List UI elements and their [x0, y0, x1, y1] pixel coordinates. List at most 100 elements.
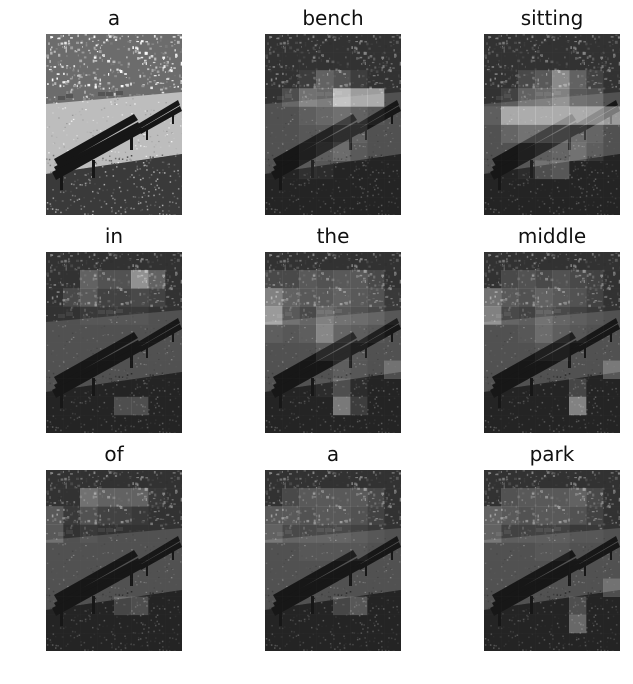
attention-cell: [484, 561, 501, 579]
attention-cell: [299, 506, 317, 525]
attention-cell: [484, 397, 501, 415]
attention-cell: [518, 197, 535, 215]
attention-cell: [333, 34, 350, 52]
attention-cell: [384, 561, 401, 579]
attention-cell: [350, 270, 368, 289]
attention-overlay-image: [484, 252, 620, 433]
attention-cell: [316, 488, 334, 507]
attention-cell: [384, 270, 401, 288]
attention-cell: [484, 488, 501, 506]
attention-cell: [552, 379, 569, 397]
attention-cell: [569, 124, 587, 143]
attention-cell: [535, 306, 553, 325]
attention-cell: [97, 343, 114, 361]
attention-cell: [501, 161, 518, 179]
attention-cell: [148, 306, 165, 324]
attention-cell: [569, 288, 587, 307]
attention-cell: [350, 70, 368, 89]
attention-cell: [501, 506, 519, 525]
attention-cell: [586, 379, 603, 397]
attention-cell: [97, 379, 114, 397]
attention-cell: [518, 379, 535, 397]
attention-cell: [484, 179, 501, 197]
attention-cell: [367, 597, 384, 615]
attention-cell: [569, 542, 586, 560]
attention-cell: [367, 306, 385, 325]
attention-cell: [148, 361, 165, 379]
attention-cell: [367, 524, 385, 543]
attention-cell: [114, 633, 131, 651]
attention-cell: [384, 70, 401, 88]
attention-cell: [316, 397, 333, 415]
attention-cell: [316, 579, 333, 597]
attention-cell: [603, 360, 620, 379]
attention-cell: [282, 343, 299, 361]
attention-cell: [552, 160, 570, 180]
attention-cell: [384, 179, 401, 197]
attention-cell: [165, 470, 182, 488]
attention-cell: [569, 70, 587, 89]
attention-cell: [299, 160, 317, 180]
attention-cell: [333, 633, 350, 651]
attention-cell: [484, 579, 501, 597]
attention-cell: [603, 143, 620, 161]
attention-cell: [535, 106, 553, 125]
attention-cell: [535, 88, 553, 107]
attention-cell: [165, 597, 182, 615]
attention-cell: [97, 397, 114, 415]
attention-cell: [552, 342, 570, 361]
attention-cell: [165, 306, 182, 324]
attention-cell: [367, 361, 384, 379]
attention-cell: [265, 415, 282, 433]
attention-cell: [586, 361, 603, 379]
attention-cell: [131, 470, 148, 488]
attention-cell: [552, 197, 569, 215]
attention-cell: [501, 488, 519, 507]
attention-cell: [501, 179, 518, 197]
attention-cell: [316, 124, 334, 143]
attention-cell: [518, 343, 535, 361]
attention-cell: [282, 143, 299, 161]
attention-cell: [333, 579, 350, 597]
attention-cell: [586, 488, 604, 507]
attention-cell: [569, 361, 586, 379]
attention-cell: [299, 561, 316, 579]
attention-cell: [131, 361, 148, 379]
attention-cell: [46, 579, 63, 597]
attention-cell: [367, 143, 384, 161]
attention-cell: [63, 252, 80, 270]
attention-cell: [367, 542, 384, 560]
scene-svg: [265, 470, 401, 651]
attention-cell: [265, 633, 282, 651]
attention-cell: [282, 52, 299, 70]
attention-cell: [46, 397, 63, 415]
attention-cell: [501, 270, 519, 289]
attention-cell: [316, 34, 333, 52]
attention-cell: [265, 324, 283, 343]
attention-cell: [501, 88, 519, 107]
attention-cell: [603, 125, 620, 143]
attention-cell: [131, 579, 148, 597]
attention-cell: [316, 88, 334, 107]
attention-cell: [97, 488, 115, 507]
attention-cell: [265, 125, 282, 143]
attention-cell: [518, 88, 536, 107]
attention-cell: [384, 125, 401, 143]
attention-cell: [165, 252, 182, 270]
attention-cell: [350, 88, 368, 107]
attention-cell: [367, 197, 384, 215]
attention-cell: [46, 506, 64, 525]
attention-overlay-image: [265, 470, 401, 651]
attention-cell: [350, 252, 367, 270]
attention-cell: [501, 324, 518, 342]
attention-cell: [282, 506, 300, 525]
attention-cell: [299, 379, 316, 397]
attention-cell: [299, 324, 317, 343]
attention-cell: [316, 306, 334, 325]
attention-cell: [603, 70, 620, 88]
attention-cell: [282, 288, 300, 307]
attention-cell: [518, 270, 536, 289]
attention-cell: [367, 561, 384, 579]
attention-cell: [367, 34, 384, 52]
attention-cell: [367, 579, 384, 597]
